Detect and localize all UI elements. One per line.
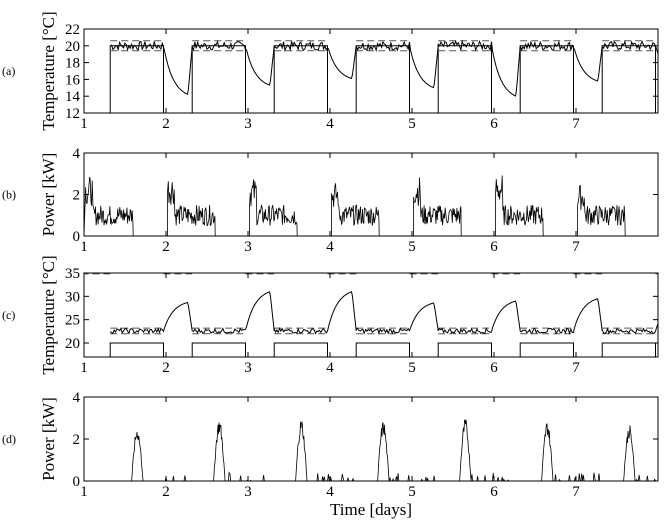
x-tick-label: 1 <box>80 360 88 376</box>
x-tick-label: 6 <box>490 484 498 500</box>
x-tick-label: 4 <box>326 239 334 255</box>
y-tick-label: 16 <box>65 72 81 88</box>
power-trace <box>84 176 664 237</box>
x-tick-label: 5 <box>408 116 416 132</box>
y-tick-label: 20 <box>65 39 80 55</box>
x-tick-label: 3 <box>244 484 252 500</box>
y-tick-label: 35 <box>65 266 80 282</box>
plot-area <box>82 274 664 357</box>
panel-label: (c) <box>2 308 15 322</box>
y-tick-label: 20 <box>65 336 80 352</box>
x-tick-label: 7 <box>572 116 580 132</box>
temperature-trace <box>110 41 664 96</box>
y-tick-label: 4 <box>73 146 81 162</box>
y-tick-label: 30 <box>65 289 80 305</box>
y-tick-label: 14 <box>65 89 81 105</box>
panel-4: 1 2 3 4 5 6 7 0 2 4 Power [kW] (d) Time [days] <box>2 390 664 519</box>
x-tick-label: 5 <box>408 360 416 376</box>
y-tick-label: 0 <box>73 229 81 245</box>
x-tick-label: 2 <box>162 484 170 500</box>
x-tick-label: 7 <box>572 239 580 255</box>
x-tick-label: 4 <box>326 360 334 376</box>
y-axis-title: Power [kW] <box>39 397 58 481</box>
x-tick-label: 6 <box>490 360 498 376</box>
x-tick-label: 1 <box>80 239 88 255</box>
x-tick-label: 3 <box>244 239 252 255</box>
x-tick-label: 1 <box>80 116 88 132</box>
x-tick-label: 6 <box>490 239 498 255</box>
y-tick-label: 12 <box>65 106 80 122</box>
x-tick-label: 5 <box>408 484 416 500</box>
x-tick-label: 2 <box>162 116 170 132</box>
temperature-trace <box>110 292 664 334</box>
plot-area <box>84 420 664 481</box>
x-tick-label: 4 <box>326 484 334 500</box>
x-tick-label: 1 <box>80 484 88 500</box>
x-axis-title: Time [days] <box>330 500 412 519</box>
plot-area <box>84 41 664 113</box>
y-axis-title: Power [kW] <box>39 153 58 237</box>
plot-area <box>84 176 664 237</box>
y-tick-label: 4 <box>73 390 81 406</box>
y-tick-label: 22 <box>65 22 80 38</box>
x-tick-label: 2 <box>162 239 170 255</box>
y-tick-label: 0 <box>73 474 81 490</box>
x-tick-label: 2 <box>162 360 170 376</box>
schedule-line <box>84 343 664 357</box>
y-tick-label: 2 <box>73 188 81 204</box>
panel-label: (a) <box>2 64 15 78</box>
x-tick-label: 5 <box>408 239 416 255</box>
cooling-power-trace <box>84 420 664 481</box>
x-tick-label: 4 <box>326 116 334 132</box>
panel-label: (d) <box>2 432 16 446</box>
panel-2: 1 2 3 4 5 6 7 0 2 4 Power [kW] (b) <box>2 146 664 255</box>
x-tick-label: 3 <box>244 116 252 132</box>
y-axis-title: Temperature [°C] <box>39 255 58 374</box>
axes-box <box>84 397 658 481</box>
x-tick-label: 7 <box>572 360 580 376</box>
y-tick-label: 25 <box>65 313 80 329</box>
x-tick-label: 7 <box>572 484 580 500</box>
x-tick-label: 6 <box>490 116 498 132</box>
y-tick-label: 2 <box>73 432 81 448</box>
panel-label: (b) <box>2 188 16 202</box>
x-tick-label: 3 <box>244 360 252 376</box>
y-tick-label: 18 <box>65 56 80 72</box>
panel-3: 1 2 3 4 5 6 7 20 25 30 35 Temperature [°C] (c) <box>2 255 664 376</box>
y-axis-title: Temperature [°C] <box>39 11 58 130</box>
